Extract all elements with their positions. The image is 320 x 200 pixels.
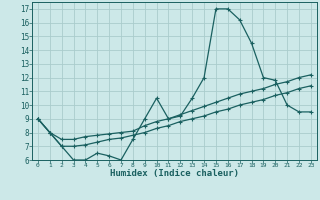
X-axis label: Humidex (Indice chaleur): Humidex (Indice chaleur): [110, 169, 239, 178]
